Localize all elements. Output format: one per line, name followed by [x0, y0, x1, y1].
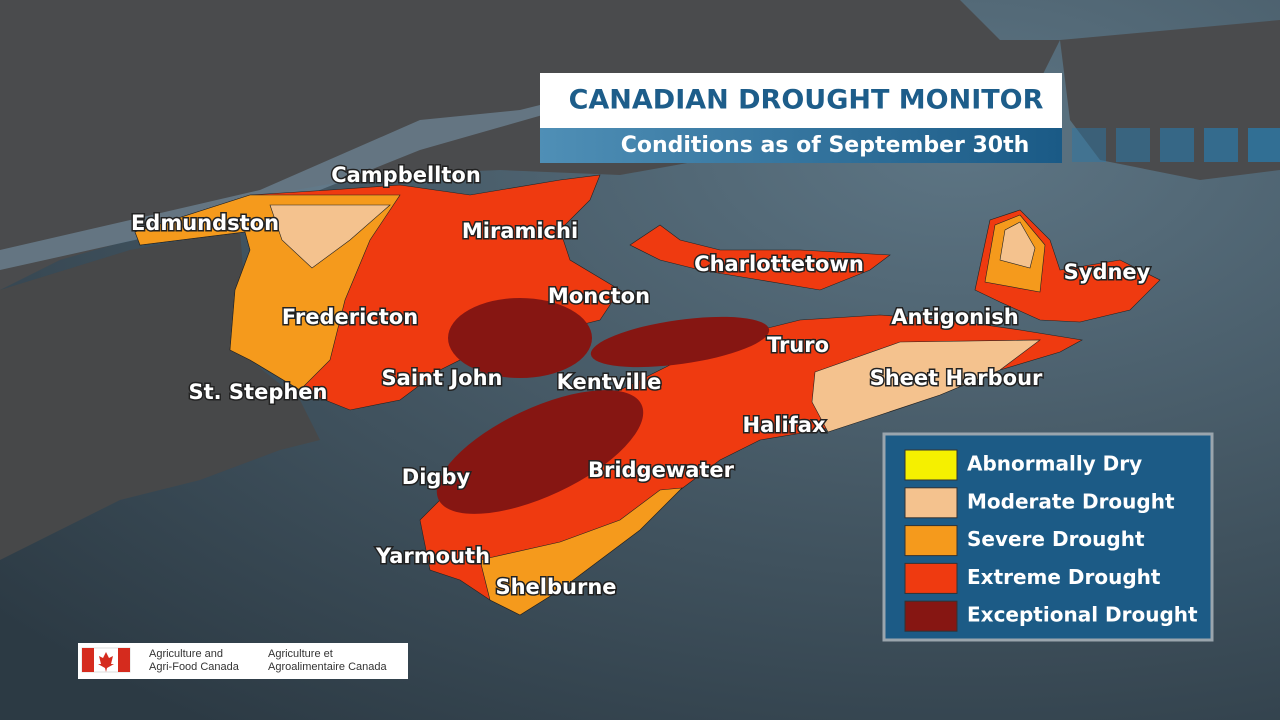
- city-label: Campbellton: [331, 163, 481, 187]
- title: CANADIAN DROUGHT MONITOR: [569, 85, 1044, 116]
- city-label: Halifax: [743, 413, 826, 437]
- legend-swatch: [904, 600, 958, 632]
- city-label: Saint John: [382, 366, 503, 390]
- land-north: [0, 0, 1060, 290]
- legend-label: Extreme Drought: [967, 565, 1161, 589]
- legend-swatch: [904, 525, 958, 557]
- drought-area: [448, 298, 592, 378]
- legend-swatch: [904, 487, 958, 519]
- legend-label: Moderate Drought: [967, 489, 1175, 513]
- city-label: Miramichi: [462, 219, 578, 243]
- subtitle-bar: [540, 128, 1062, 163]
- legend: Abnormally Dry Moderate Drought Severe Dro…: [904, 449, 1198, 632]
- logo-text: Agriculture and: [149, 648, 223, 660]
- city-label: Sydney: [1064, 260, 1151, 284]
- city-label: Yarmouth: [375, 544, 490, 568]
- drought-area: [590, 316, 770, 368]
- drought-area: [629, 224, 891, 291]
- city-label: Antigonish: [891, 305, 1019, 329]
- city-label: Kentville: [557, 370, 662, 394]
- drought-regions: [134, 174, 1161, 616]
- river: [0, 90, 600, 270]
- title-box: [540, 73, 1062, 128]
- logo-text: Agroalimentaire Canada: [268, 661, 388, 673]
- city-label: St. Stephen: [188, 380, 327, 404]
- logo-box: [78, 643, 408, 679]
- decor-squares: [1072, 128, 1280, 162]
- drought-area: [811, 339, 1041, 433]
- canada-flag: [81, 647, 131, 673]
- logo-text: Agriculture et: [268, 648, 333, 660]
- legend-swatch: [904, 562, 958, 594]
- legend-swatch: [904, 449, 958, 481]
- city-label: Fredericton: [282, 305, 418, 329]
- drought-area: [479, 487, 683, 616]
- city-label: Truro: [767, 333, 829, 357]
- subtitle: Conditions as of September 30th: [621, 133, 1030, 158]
- city-label: Bridgewater: [588, 458, 735, 482]
- drought-area: [436, 390, 644, 514]
- city-label: Moncton: [548, 284, 650, 308]
- drought-area: [269, 204, 391, 269]
- legend-label: Abnormally Dry: [967, 452, 1142, 476]
- city-label: Shelburne: [495, 575, 616, 599]
- city-label: Digby: [402, 465, 471, 489]
- legend-label: Exceptional Drought: [967, 603, 1198, 627]
- drought-area: [999, 221, 1036, 269]
- city-labels: Campbellton Edmundston Miramichi Charlottet…: [129, 162, 1152, 601]
- city-label: Charlottetown: [694, 252, 864, 276]
- logo-text: Agri-Food Canada: [149, 661, 240, 673]
- city-label: Sheet Harbour: [870, 366, 1043, 390]
- legend-label: Severe Drought: [967, 527, 1145, 551]
- city-label: Edmundston: [131, 211, 279, 235]
